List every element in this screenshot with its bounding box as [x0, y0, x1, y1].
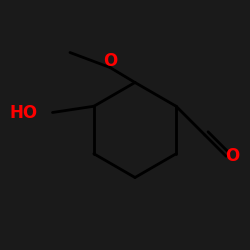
Text: HO: HO: [10, 104, 38, 122]
Text: O: O: [103, 52, 117, 70]
Text: O: O: [225, 147, 240, 165]
